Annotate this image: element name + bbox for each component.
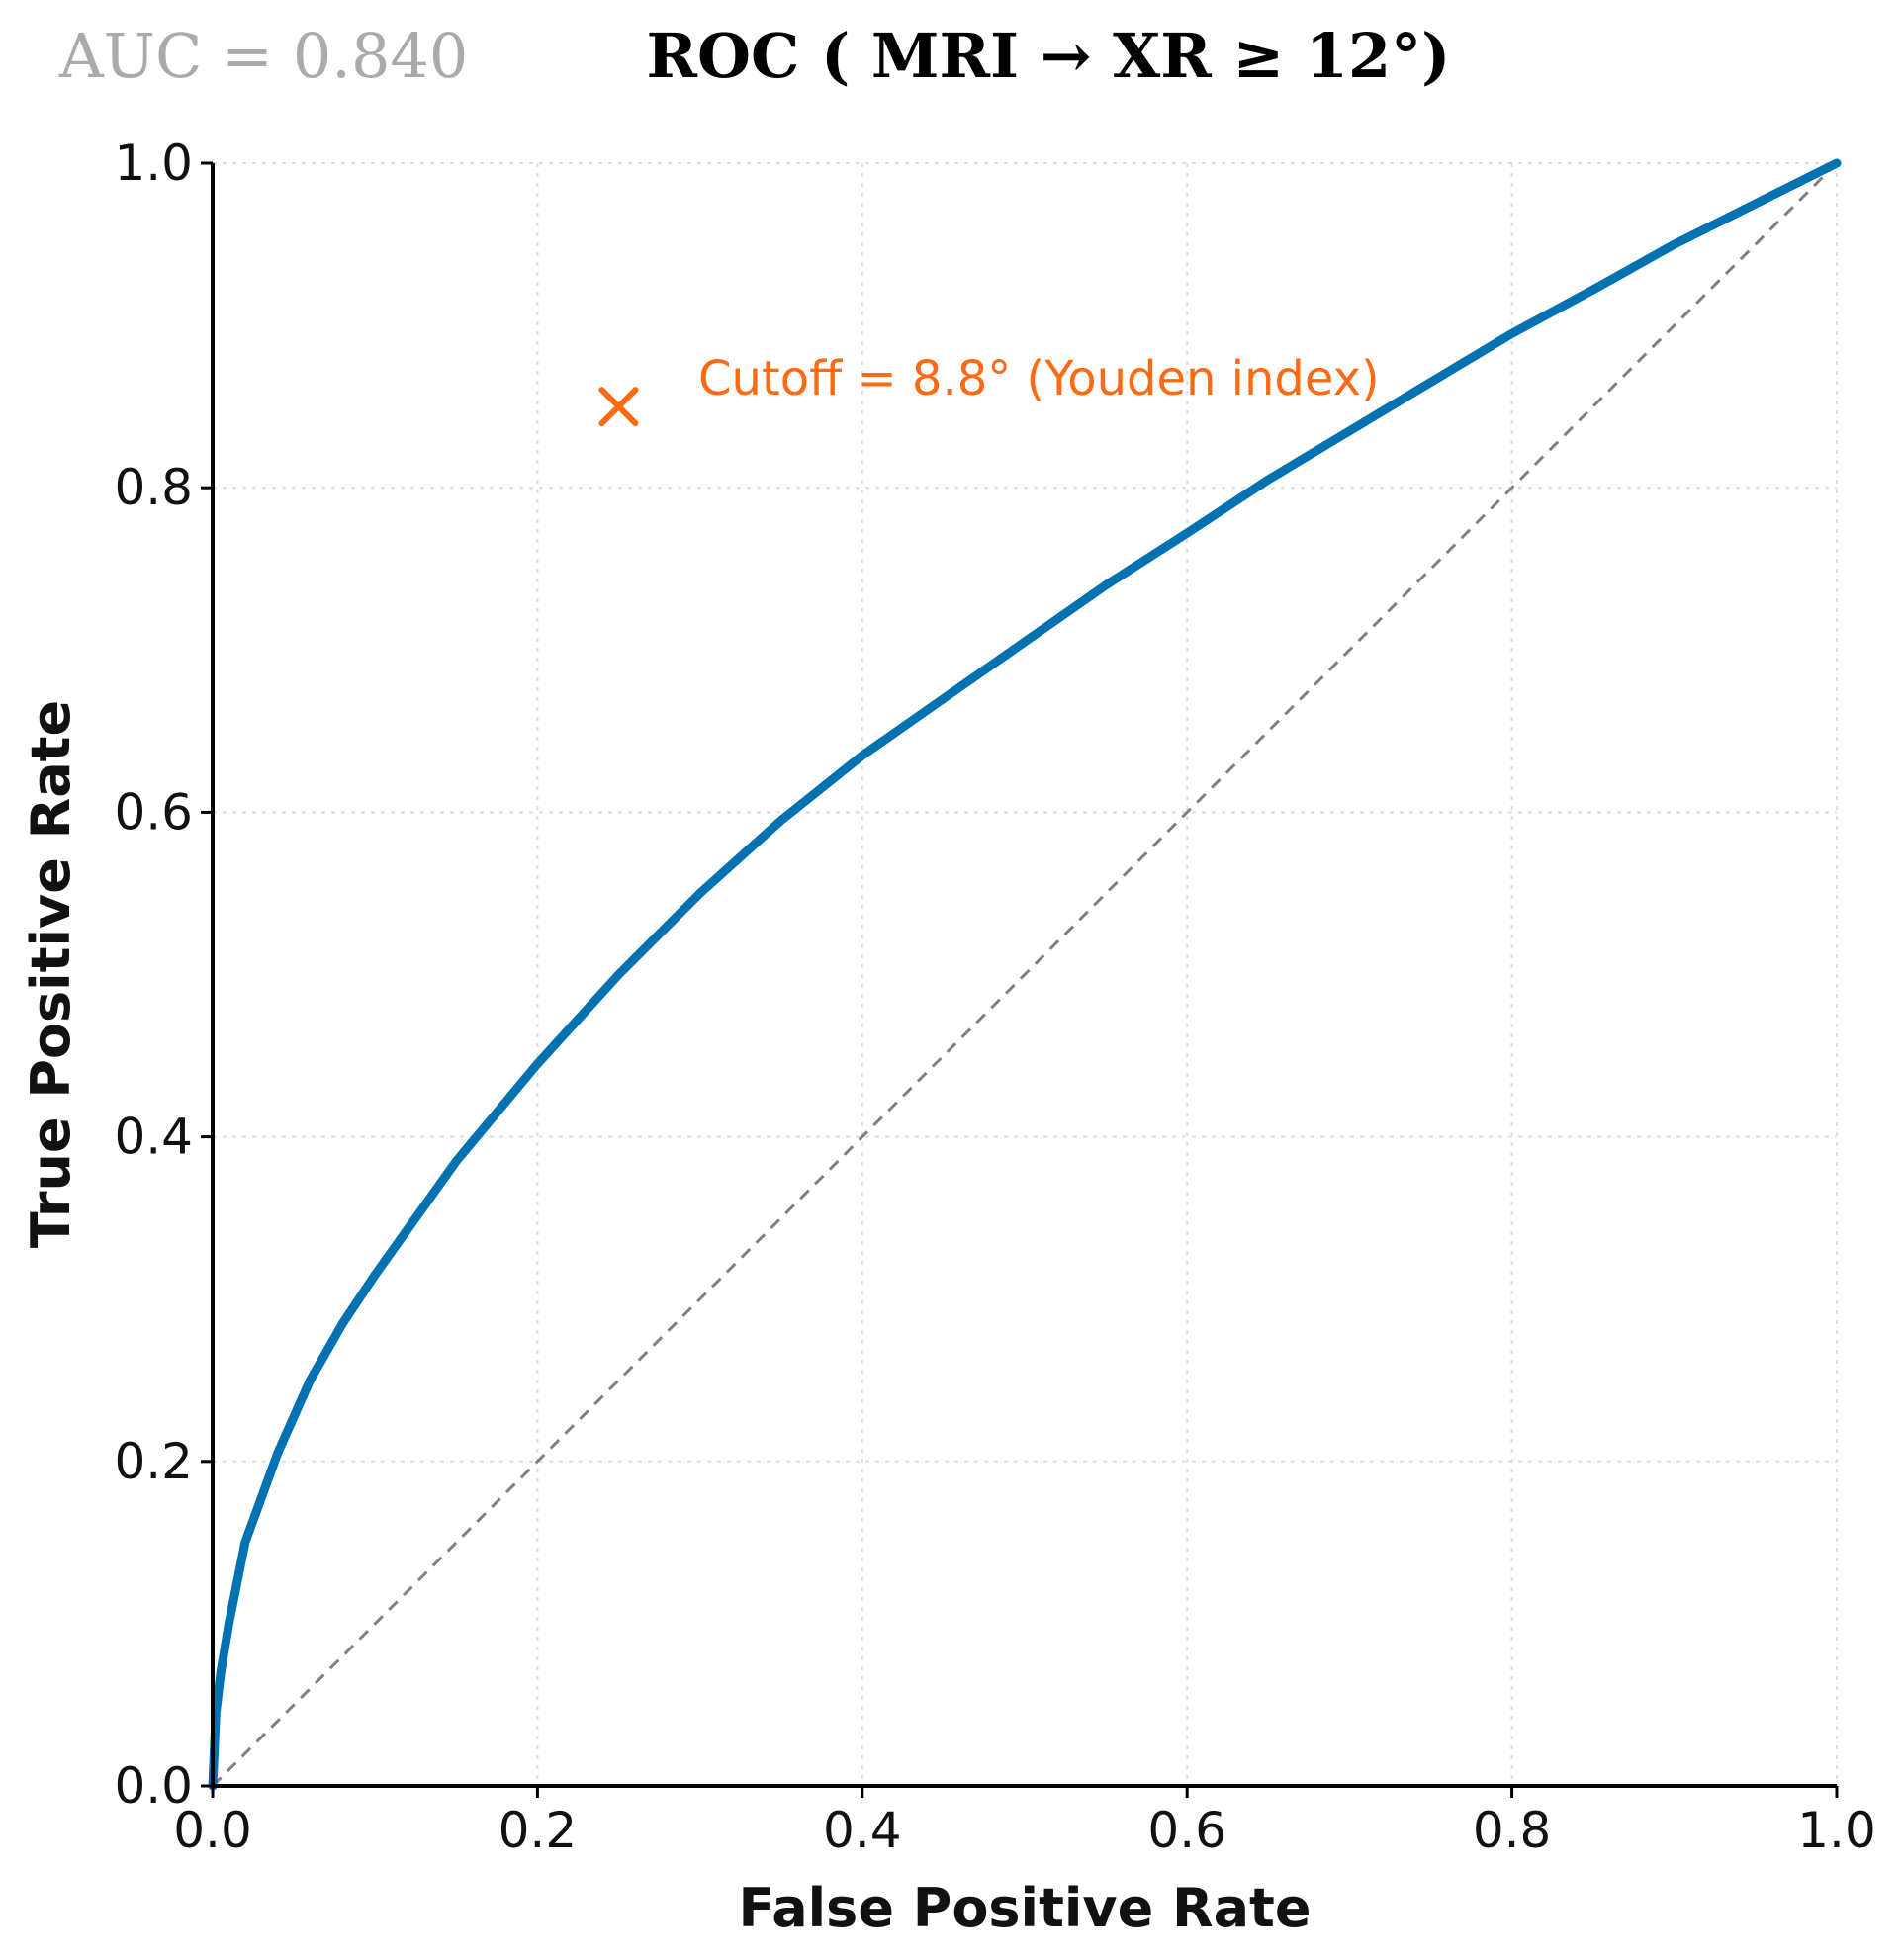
y-tick-label: 0.4	[114, 1109, 193, 1166]
y-tick-label: 0.2	[114, 1433, 193, 1490]
y-tick-label: 0.0	[114, 1757, 193, 1815]
y-tick-label: 1.0	[114, 134, 193, 192]
x-tick-label: 0.8	[1473, 1802, 1552, 1859]
auc-label: AUC = 0.840	[58, 20, 468, 92]
axes	[211, 163, 1837, 1788]
x-tick-label: 0.2	[498, 1802, 578, 1859]
cutoff-marker	[598, 387, 639, 427]
y-axis-label: True Positive Rate	[20, 700, 82, 1248]
y-tick-label: 0.8	[114, 459, 193, 516]
x-tick-label: 0.4	[823, 1802, 902, 1859]
series-layer	[208, 158, 1842, 1791]
cutoff-label: Cutoff = 8.8° (Youden index)	[698, 351, 1380, 406]
chart-title: ROC ( MRI → XR ≥ 12°)	[646, 20, 1450, 92]
x-tick-label: 0.6	[1147, 1802, 1226, 1859]
x-tick-label: 1.0	[1797, 1802, 1876, 1859]
x-axis-label: False Positive Rate	[739, 1877, 1312, 1939]
roc-curve	[208, 158, 1842, 1791]
chance-line	[211, 161, 1839, 1788]
tick-labels: 0.0 0.2 0.4 0.6 0.8 1.0 0.0 0.2 0.4 0.6 0.8 1.0	[114, 134, 1875, 1859]
grid	[213, 162, 1838, 1786]
annotation: Cutoff = 8.8° (Youden index)	[598, 351, 1380, 427]
x-tick-label: 0.0	[173, 1802, 252, 1859]
y-tick-label: 0.6	[114, 783, 193, 841]
